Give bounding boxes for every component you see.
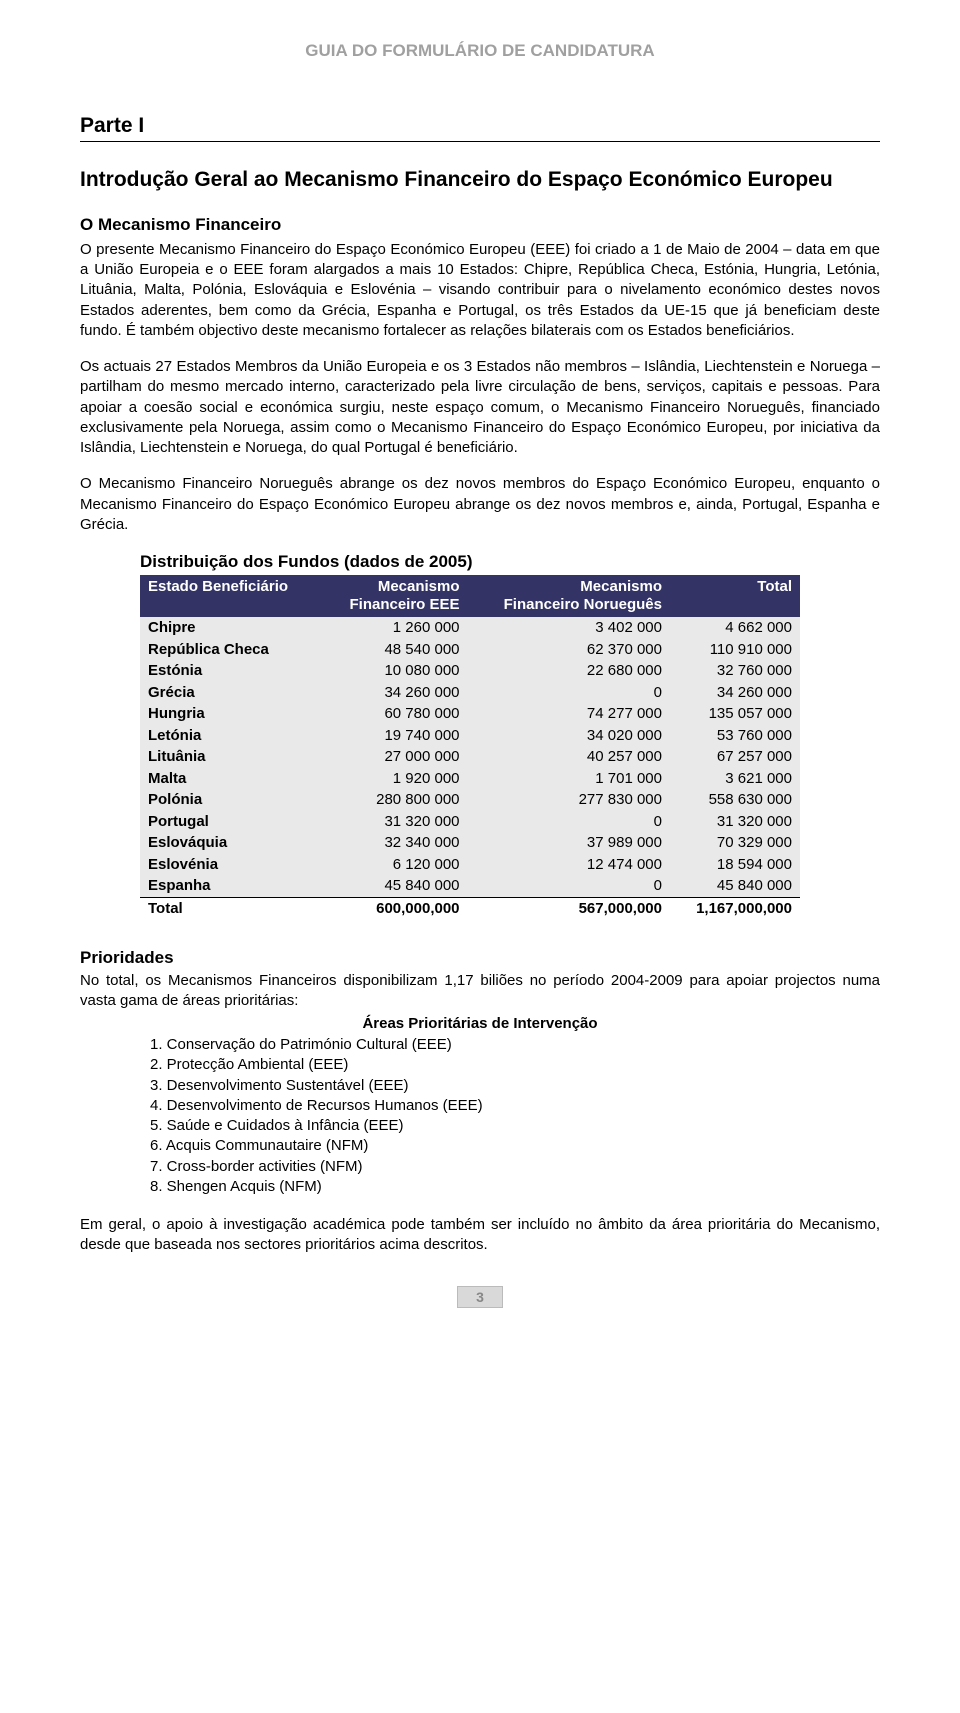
cell-state: Total: [140, 897, 321, 919]
part-heading: Parte I: [80, 112, 880, 142]
cell-total: 3 621 000: [670, 768, 800, 790]
table-row: Portugal31 320 000031 320 000: [140, 811, 800, 833]
cell-eee: 31 320 000: [321, 811, 467, 833]
main-title: Introdução Geral ao Mecanismo Financeiro…: [80, 166, 880, 193]
areas-list: 1. Conservação do Património Cultural (E…: [150, 1035, 880, 1197]
table-row: Grécia34 260 000034 260 000: [140, 682, 800, 704]
cell-state: Hungria: [140, 703, 321, 725]
cell-state: Malta: [140, 768, 321, 790]
list-item: 4. Desenvolvimento de Recursos Humanos (…: [150, 1096, 880, 1116]
table-row: República Checa48 540 00062 370 000110 9…: [140, 639, 800, 661]
table-row: Hungria60 780 00074 277 000135 057 000: [140, 703, 800, 725]
cell-total: 1,167,000,000: [670, 897, 800, 919]
table-row: Espanha45 840 000045 840 000: [140, 875, 800, 897]
cell-total: 53 760 000: [670, 725, 800, 747]
cell-nor: 3 402 000: [468, 617, 670, 639]
paragraph-3: O Mecanismo Financeiro Norueguês abrange…: [80, 474, 880, 535]
cell-state: Eslováquia: [140, 832, 321, 854]
cell-nor: 0: [468, 875, 670, 897]
cell-eee: 600,000,000: [321, 897, 467, 919]
cell-eee: 45 840 000: [321, 875, 467, 897]
list-item: 6. Acquis Communautaire (NFM): [150, 1136, 880, 1156]
cell-eee: 27 000 000: [321, 746, 467, 768]
cell-eee: 6 120 000: [321, 854, 467, 876]
list-item: 7. Cross-border activities (NFM): [150, 1157, 880, 1177]
cell-state: Portugal: [140, 811, 321, 833]
cell-nor: 37 989 000: [468, 832, 670, 854]
cell-eee: 34 260 000: [321, 682, 467, 704]
cell-nor: 12 474 000: [468, 854, 670, 876]
cell-eee: 60 780 000: [321, 703, 467, 725]
cell-state: República Checa: [140, 639, 321, 661]
paragraph-2: Os actuais 27 Estados Membros da União E…: [80, 357, 880, 458]
cell-eee: 32 340 000: [321, 832, 467, 854]
cell-nor: 567,000,000: [468, 897, 670, 919]
cell-total: 31 320 000: [670, 811, 800, 833]
sub-heading: O Mecanismo Financeiro: [80, 214, 880, 236]
table-row: Eslovénia6 120 00012 474 00018 594 000: [140, 854, 800, 876]
cell-total: 67 257 000: [670, 746, 800, 768]
th-state: Estado Beneficiário: [140, 575, 321, 617]
cell-total: 32 760 000: [670, 660, 800, 682]
table-row: Estónia10 080 00022 680 00032 760 000: [140, 660, 800, 682]
funds-table: Estado Beneficiário MecanismoFinanceiro …: [140, 575, 800, 919]
th-nor: MecanismoFinanceiro Norueguês: [468, 575, 670, 617]
cell-eee: 10 080 000: [321, 660, 467, 682]
cell-total: 18 594 000: [670, 854, 800, 876]
cell-total: 45 840 000: [670, 875, 800, 897]
th-eee: MecanismoFinanceiro EEE: [321, 575, 467, 617]
page-number: 3: [457, 1286, 503, 1308]
priorities-intro: No total, os Mecanismos Financeiros disp…: [80, 971, 880, 1012]
cell-nor: 62 370 000: [468, 639, 670, 661]
list-item: 5. Saúde e Cuidados à Infância (EEE): [150, 1116, 880, 1136]
cell-eee: 19 740 000: [321, 725, 467, 747]
table-row: Lituânia27 000 00040 257 00067 257 000: [140, 746, 800, 768]
table-title: Distribuição dos Fundos (dados de 2005): [140, 551, 800, 573]
cell-state: Letónia: [140, 725, 321, 747]
cell-total: 558 630 000: [670, 789, 800, 811]
paragraph-1: O presente Mecanismo Financeiro do Espaç…: [80, 240, 880, 341]
cell-eee: 1 920 000: [321, 768, 467, 790]
page-number-wrap: 3: [80, 1286, 880, 1308]
cell-nor: 0: [468, 811, 670, 833]
cell-nor: 34 020 000: [468, 725, 670, 747]
areas-title: Áreas Prioritárias de Intervenção: [80, 1014, 880, 1034]
cell-nor: 0: [468, 682, 670, 704]
list-item: 2. Protecção Ambiental (EEE): [150, 1055, 880, 1075]
th-total: Total: [670, 575, 800, 617]
table-row: Chipre1 260 0003 402 0004 662 000: [140, 617, 800, 639]
table-row: Letónia19 740 00034 020 00053 760 000: [140, 725, 800, 747]
cell-total: 4 662 000: [670, 617, 800, 639]
cell-state: Espanha: [140, 875, 321, 897]
cell-state: Estónia: [140, 660, 321, 682]
funds-table-section: Distribuição dos Fundos (dados de 2005) …: [140, 551, 800, 919]
cell-nor: 1 701 000: [468, 768, 670, 790]
cell-state: Grécia: [140, 682, 321, 704]
closing-paragraph: Em geral, o apoio à investigação académi…: [80, 1215, 880, 1256]
cell-nor: 40 257 000: [468, 746, 670, 768]
cell-eee: 280 800 000: [321, 789, 467, 811]
cell-eee: 48 540 000: [321, 639, 467, 661]
table-row-total: Total600,000,000567,000,0001,167,000,000: [140, 897, 800, 919]
cell-total: 70 329 000: [670, 832, 800, 854]
list-item: 3. Desenvolvimento Sustentável (EEE): [150, 1076, 880, 1096]
list-item: 8. Shengen Acquis (NFM): [150, 1177, 880, 1197]
cell-state: Eslovénia: [140, 854, 321, 876]
priorities-heading: Prioridades: [80, 947, 880, 969]
cell-nor: 74 277 000: [468, 703, 670, 725]
list-item: 1. Conservação do Património Cultural (E…: [150, 1035, 880, 1055]
cell-nor: 277 830 000: [468, 789, 670, 811]
cell-state: Polónia: [140, 789, 321, 811]
cell-total: 34 260 000: [670, 682, 800, 704]
table-row: Eslováquia32 340 00037 989 00070 329 000: [140, 832, 800, 854]
doc-header: GUIA DO FORMULÁRIO DE CANDIDATURA: [80, 40, 880, 62]
cell-nor: 22 680 000: [468, 660, 670, 682]
cell-total: 135 057 000: [670, 703, 800, 725]
table-row: Malta1 920 0001 701 0003 621 000: [140, 768, 800, 790]
cell-state: Lituânia: [140, 746, 321, 768]
cell-total: 110 910 000: [670, 639, 800, 661]
cell-state: Chipre: [140, 617, 321, 639]
table-row: Polónia280 800 000277 830 000558 630 000: [140, 789, 800, 811]
cell-eee: 1 260 000: [321, 617, 467, 639]
